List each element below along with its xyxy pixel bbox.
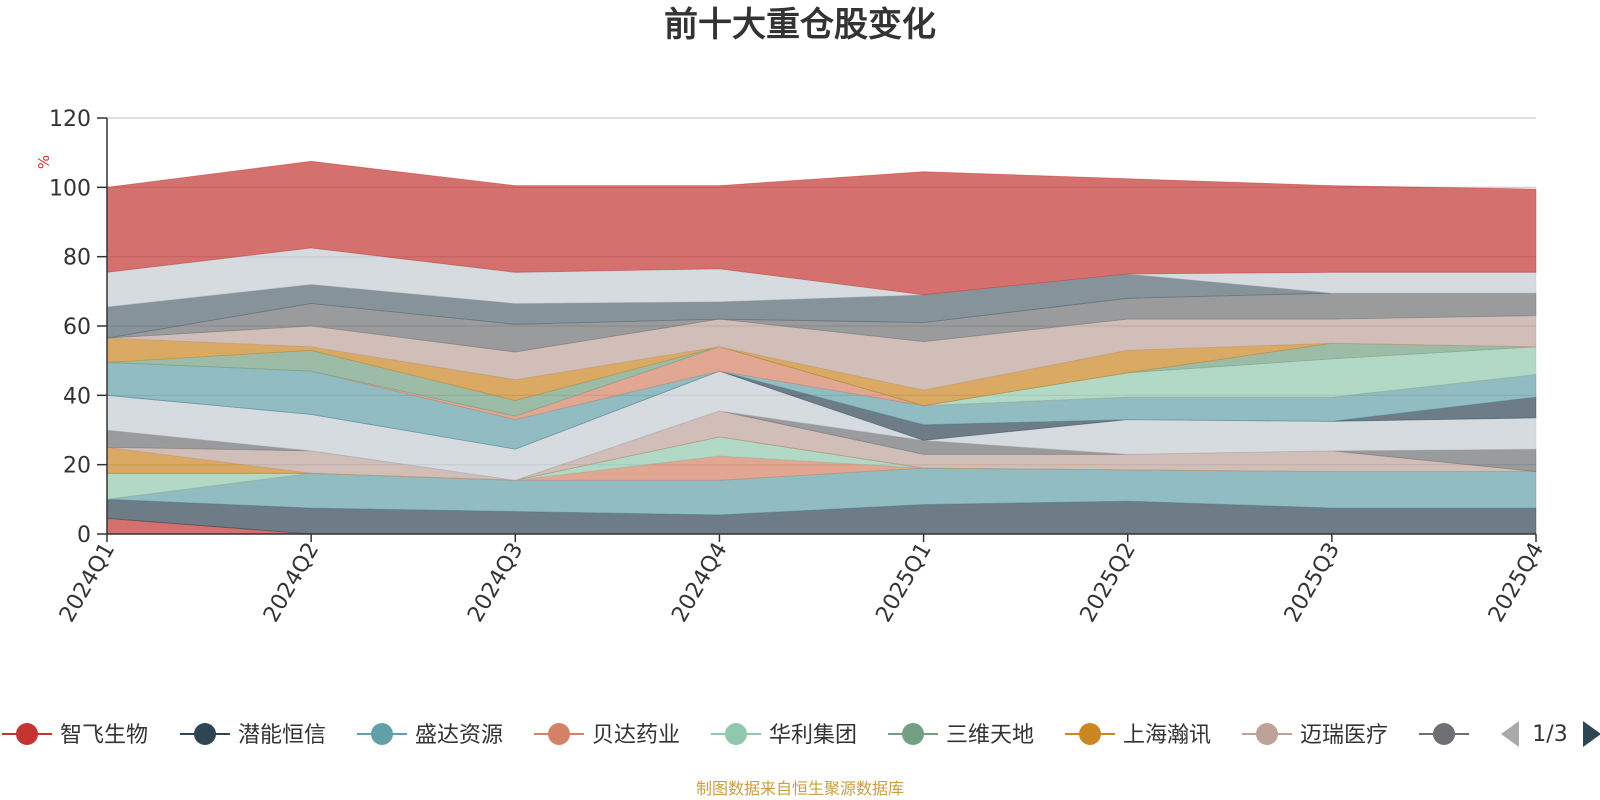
x-tick-label: 2025Q4 — [1484, 539, 1549, 627]
x-tick-label: 2024Q1 — [55, 539, 120, 627]
y-tick-label: 100 — [49, 176, 91, 201]
legend-item[interactable]: 潜能恒信 — [180, 723, 326, 748]
legend-item[interactable]: 智飞生物 — [2, 723, 148, 748]
x-tick-label: 2025Q1 — [871, 539, 936, 627]
pager-indicator: 1/3 — [1532, 722, 1567, 747]
y-tick-label: 80 — [63, 246, 91, 271]
legend-label: 上海瀚讯 — [1123, 723, 1211, 748]
y-axis-ticks: 0 20 40 60 80 100 120 — [49, 107, 107, 548]
legend-label: 三维天地 — [946, 723, 1034, 748]
source-note: 制图数据来自恒生聚源数据库 — [696, 779, 904, 798]
area-series-3[interactable] — [106, 467, 1537, 516]
x-tick-label: 2024Q3 — [463, 539, 528, 627]
plot-areas — [106, 160, 1537, 535]
legend-item[interactable]: 上海瀚讯 — [1065, 723, 1211, 748]
legend-label: 潜能恒信 — [238, 723, 326, 748]
legend-marker-icon — [371, 723, 393, 745]
y-tick-label: 20 — [63, 454, 91, 479]
legend-marker-icon — [16, 723, 38, 745]
x-tick-label: 2025Q2 — [1076, 539, 1141, 627]
y-axis-unit: % — [35, 155, 53, 169]
legend-label: 迈瑞医疗 — [1300, 723, 1388, 748]
legend-item[interactable] — [1419, 723, 1469, 745]
legend-label: 贝达药业 — [592, 723, 680, 748]
area-series-21[interactable] — [106, 160, 1537, 296]
chart-title: 前十大重仓股变化 — [664, 5, 936, 45]
legend-marker-icon — [725, 723, 747, 745]
pager-prev-icon[interactable] — [1501, 721, 1519, 747]
x-tick-label: 2025Q3 — [1280, 539, 1345, 627]
legend-item[interactable]: 盛达资源 — [357, 723, 503, 748]
legend-label: 盛达资源 — [415, 723, 503, 748]
legend-marker-icon — [902, 723, 924, 745]
legend-pager[interactable]: 1/3 — [1501, 721, 1600, 747]
legend[interactable]: 智飞生物 潜能恒信 盛达资源 贝达药业 华利集团 三维天地 上海瀚讯 迈瑞医疗 — [2, 723, 1469, 748]
legend-marker-icon — [194, 723, 216, 745]
pager-next-icon[interactable] — [1583, 721, 1600, 747]
y-tick-label: 40 — [63, 384, 91, 409]
x-tick-label: 2024Q2 — [259, 539, 324, 627]
legend-item[interactable]: 华利集团 — [711, 723, 857, 748]
y-tick-label: 0 — [77, 523, 91, 548]
x-tick-label: 2024Q4 — [667, 539, 732, 627]
legend-marker-icon — [1256, 723, 1278, 745]
legend-marker-icon — [1433, 723, 1455, 745]
legend-marker-icon — [548, 723, 570, 745]
legend-marker-icon — [1079, 723, 1101, 745]
y-tick-label: 60 — [63, 315, 91, 340]
legend-item[interactable]: 迈瑞医疗 — [1242, 723, 1388, 748]
legend-label: 华利集团 — [769, 723, 857, 748]
x-axis-ticks: 2024Q1 2024Q2 2024Q3 2024Q4 2025Q1 2025Q2 2025… — [55, 534, 1549, 627]
legend-items[interactable]: 智飞生物 潜能恒信 盛达资源 贝达药业 华利集团 三维天地 上海瀚讯 迈瑞医疗 — [2, 723, 1469, 748]
legend-item[interactable]: 贝达药业 — [534, 723, 680, 748]
y-tick-label: 120 — [49, 107, 91, 132]
legend-item[interactable]: 三维天地 — [888, 723, 1034, 748]
legend-label: 智飞生物 — [60, 723, 148, 748]
